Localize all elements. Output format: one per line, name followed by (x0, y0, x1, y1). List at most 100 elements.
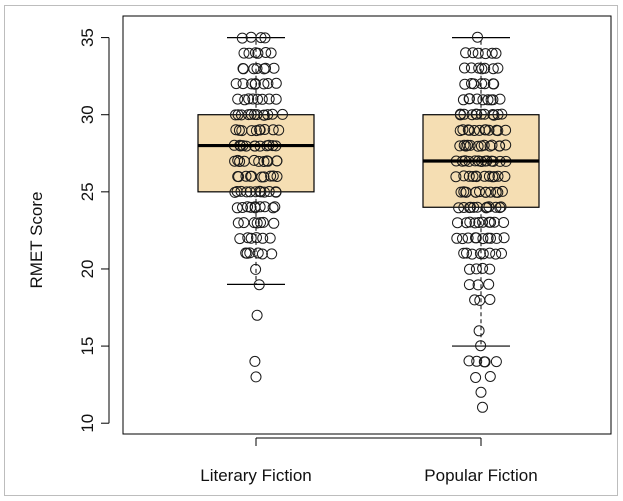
data-point (262, 78, 274, 89)
data-point (232, 93, 244, 105)
data-point (240, 170, 252, 182)
data-point (246, 125, 258, 137)
data-point (471, 355, 483, 367)
data-point (477, 233, 489, 245)
data-point (266, 248, 278, 260)
data-point (492, 186, 504, 198)
data-point (237, 78, 249, 90)
data-point (492, 170, 504, 182)
data-point (468, 78, 480, 90)
data-point (483, 124, 495, 136)
box-group-popular-fiction (422, 31, 540, 413)
data-point (237, 202, 248, 213)
data-point (478, 139, 490, 151)
data-point (472, 279, 484, 291)
data-point (475, 386, 487, 398)
data-point (245, 232, 257, 244)
data-point (470, 263, 482, 275)
data-point (479, 124, 491, 136)
data-point (494, 202, 506, 214)
data-point (452, 217, 463, 229)
data-point (277, 108, 288, 120)
box-group-literary-fiction (197, 31, 315, 383)
data-point (467, 171, 479, 182)
data-point (454, 108, 466, 120)
data-point (463, 93, 475, 105)
data-point (480, 48, 491, 60)
data-point (457, 124, 469, 136)
y-tick-label: 30 (78, 105, 97, 124)
data-point (483, 170, 495, 182)
data-point (250, 186, 262, 198)
data-point (259, 32, 271, 44)
data-point (241, 186, 253, 198)
data-point (453, 202, 465, 214)
data-point (486, 47, 498, 59)
data-point (451, 232, 463, 244)
data-point (234, 233, 246, 245)
data-point (235, 185, 247, 197)
figure-frame (4, 5, 618, 496)
data-point (479, 356, 491, 368)
data-point (232, 154, 244, 166)
data-point (251, 217, 263, 229)
y-tick-label: 15 (78, 337, 97, 356)
data-point (254, 124, 266, 136)
data-point (472, 140, 484, 152)
data-point (270, 93, 282, 105)
data-point (488, 216, 500, 228)
data-point (460, 140, 472, 152)
data-point (255, 186, 267, 198)
data-point (258, 109, 270, 121)
data-point (464, 139, 476, 151)
data-point (468, 125, 480, 136)
data-point (230, 124, 242, 136)
data-point (494, 93, 506, 105)
data-point (470, 108, 482, 120)
y-tick-label: 20 (78, 259, 97, 278)
data-point (257, 232, 269, 244)
data-point (490, 356, 502, 368)
data-point (256, 93, 268, 105)
data-point (252, 247, 264, 259)
data-point (499, 171, 511, 182)
data-point (253, 155, 265, 167)
plot-layer (197, 31, 540, 413)
data-point (264, 232, 276, 244)
data-point (483, 278, 495, 290)
data-point (267, 202, 279, 214)
data-point (488, 109, 500, 121)
data-point (233, 171, 245, 183)
data-point (498, 217, 510, 228)
data-point (232, 217, 244, 229)
data-point (490, 201, 502, 213)
data-point (268, 217, 280, 229)
data-point (488, 78, 500, 90)
data-point (457, 94, 469, 106)
data-point (472, 47, 484, 59)
data-point (490, 47, 502, 59)
data-point (496, 108, 508, 120)
data-point (479, 62, 491, 74)
data-point (251, 232, 262, 244)
data-point (475, 340, 487, 352)
data-point (475, 108, 487, 120)
data-point (249, 355, 261, 367)
data-point (468, 201, 480, 213)
x-tick-label: Literary Fiction (200, 466, 311, 485)
data-point (463, 170, 475, 182)
data-point (270, 77, 282, 89)
data-point (260, 62, 271, 74)
data-point (267, 170, 279, 182)
data-point (234, 156, 246, 167)
data-point (473, 325, 485, 337)
data-point (258, 186, 270, 198)
data-point (230, 78, 242, 90)
data-point (484, 247, 496, 259)
data-point (464, 263, 475, 275)
data-point (469, 294, 481, 306)
data-point (460, 47, 472, 59)
data-point (474, 186, 485, 198)
data-point (465, 201, 476, 213)
data-point (242, 232, 254, 244)
